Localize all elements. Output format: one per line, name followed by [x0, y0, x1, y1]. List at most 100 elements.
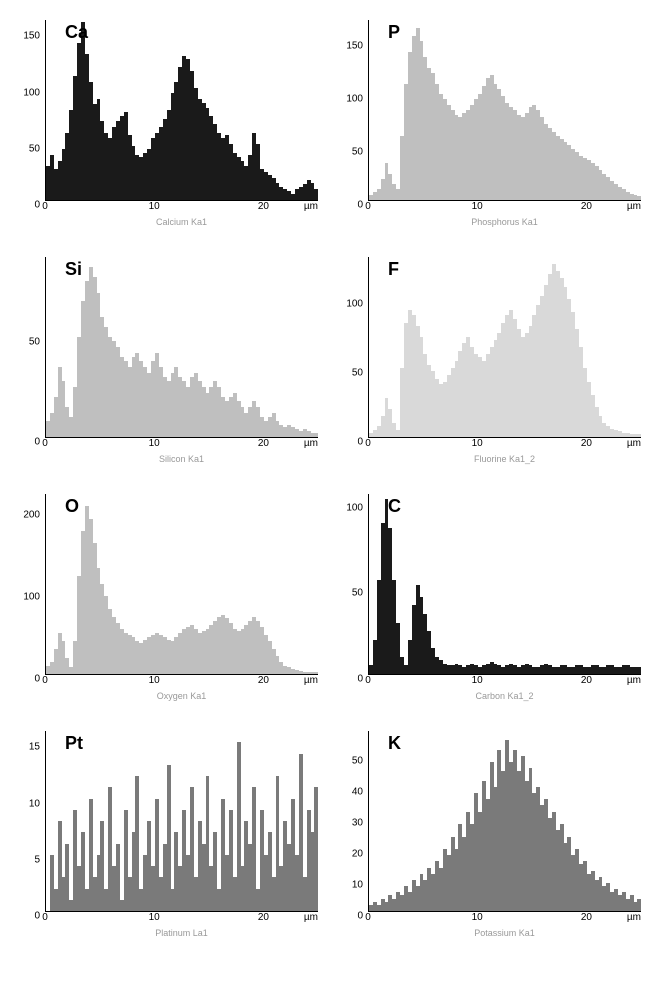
sub-label: Silicon Ka1 — [45, 454, 318, 464]
x-unit-label: µm — [627, 201, 641, 212]
y-tick-label: 50 — [20, 337, 40, 348]
y-axis: 050100150 — [343, 20, 365, 201]
y-tick-label: 0 — [20, 911, 40, 922]
bar — [637, 899, 641, 911]
y-tick-label: 10 — [343, 879, 363, 890]
y-tick-label: 0 — [20, 200, 40, 211]
y-tick-label: 5 — [20, 854, 40, 865]
x-tick-label: 10 — [472, 201, 483, 212]
element-label: Ca — [65, 22, 88, 43]
sub-label: Phosphorus Ka1 — [368, 217, 641, 227]
x-axis: 0 10 20 µm — [368, 201, 641, 215]
y-tick-label: 0 — [20, 674, 40, 685]
x-tick-label: 20 — [581, 201, 592, 212]
panel-si: Si 0 50 0 10 20 µm Silicon Ka1 — [20, 257, 318, 464]
x-tick-label: 10 — [472, 675, 483, 686]
x-tick-label: 20 — [258, 912, 269, 923]
x-tick-label: 10 — [149, 675, 160, 686]
y-tick-label: 50 — [20, 143, 40, 154]
y-tick-label: 40 — [343, 786, 363, 797]
chart-area — [45, 731, 318, 912]
y-tick-label: 0 — [343, 674, 363, 685]
bar — [314, 672, 318, 674]
y-tick-label: 200 — [20, 510, 40, 521]
panel-f: F 0 50 100 0 10 20 µm Fluorine Ka1_2 — [343, 257, 641, 464]
x-tick-label: 20 — [258, 438, 269, 449]
y-tick-label: 100 — [20, 87, 40, 98]
x-unit-label: µm — [304, 438, 318, 449]
y-tick-label: 15 — [20, 742, 40, 753]
chart-area — [368, 494, 641, 675]
sub-label: Carbon Ka1_2 — [368, 691, 641, 701]
y-tick-label: 50 — [343, 588, 363, 599]
x-tick-label: 20 — [581, 438, 592, 449]
panel-ca: Ca 0 50 100 150 01020µm Calcium Ka1 — [20, 20, 318, 227]
bar — [637, 196, 641, 200]
y-tick-label: 0 — [343, 200, 363, 211]
x-axis: 01020µm — [368, 675, 641, 689]
x-axis: 0 10 20 µm — [45, 912, 318, 926]
y-axis: 050100 — [343, 494, 365, 675]
x-tick-label: 0 — [42, 438, 48, 449]
chart-area — [368, 20, 641, 201]
x-tick-label: 0 — [42, 675, 48, 686]
x-tick-label: 10 — [149, 438, 160, 449]
chart-area — [45, 257, 318, 438]
y-tick-label: 100 — [343, 298, 363, 309]
x-tick-label: 20 — [258, 675, 269, 686]
sub-label: Platinum La1 — [45, 928, 318, 938]
x-tick-label: 0 — [42, 912, 48, 923]
panel-c: C05010001020µmCarbon Ka1_2 — [343, 494, 641, 701]
y-tick-label: 20 — [343, 848, 363, 859]
y-tick-label: 100 — [343, 94, 363, 105]
bar — [314, 787, 318, 911]
x-tick-label: 10 — [149, 912, 160, 923]
element-label: K — [388, 733, 401, 754]
chart-area — [45, 494, 318, 675]
bar — [637, 667, 641, 674]
panel-pt: Pt05101501020µmPlatinum La1 — [20, 731, 318, 938]
x-tick-label: 0 — [365, 912, 371, 923]
y-tick-label: 0 — [20, 437, 40, 448]
y-tick-label: 50 — [343, 755, 363, 766]
y-tick-label: 0 — [343, 437, 363, 448]
x-tick-label: 20 — [258, 201, 269, 212]
x-axis: 0 10 20 µm — [45, 438, 318, 452]
y-axis: 050100 — [343, 257, 365, 438]
y-tick-label: 30 — [343, 817, 363, 828]
y-axis: 01020304050 — [343, 731, 365, 912]
x-tick-label: 20 — [581, 675, 592, 686]
element-label: O — [65, 496, 79, 517]
element-label: P — [388, 22, 400, 43]
panel-o: O010020001020µmOxygen Ka1 — [20, 494, 318, 701]
x-unit-label: µm — [627, 675, 641, 686]
bar — [637, 434, 641, 437]
y-tick-label: 10 — [20, 798, 40, 809]
x-tick-label: 10 — [472, 438, 483, 449]
sub-label: Calcium Ka1 — [45, 217, 318, 227]
y-tick-label: 0 — [343, 911, 363, 922]
element-label: F — [388, 259, 399, 280]
x-unit-label: µm — [627, 438, 641, 449]
y-tick-label: 100 — [20, 592, 40, 603]
x-tick-label: 0 — [365, 438, 371, 449]
chart-area — [368, 731, 641, 912]
chart-area — [368, 257, 641, 438]
element-label: C — [388, 496, 401, 517]
x-tick-label: 0 — [365, 201, 371, 212]
y-tick-label: 150 — [20, 31, 40, 42]
panel-k: K0102030405001020µmPotassium Ka1 — [343, 731, 641, 938]
y-tick-label: 150 — [343, 41, 363, 52]
y-axis: 0100200 — [20, 494, 42, 675]
x-unit-label: µm — [304, 912, 318, 923]
y-axis: 051015 — [20, 731, 42, 912]
y-axis: 050100150 — [20, 20, 42, 201]
y-tick-label: 50 — [343, 367, 363, 378]
x-axis: 01020µm — [45, 201, 318, 215]
element-label: Si — [65, 259, 82, 280]
x-unit-label: µm — [627, 912, 641, 923]
bar — [314, 433, 318, 437]
sub-label: Fluorine Ka1_2 — [368, 454, 641, 464]
y-tick-label: 100 — [343, 502, 363, 513]
x-tick-label: 10 — [472, 912, 483, 923]
